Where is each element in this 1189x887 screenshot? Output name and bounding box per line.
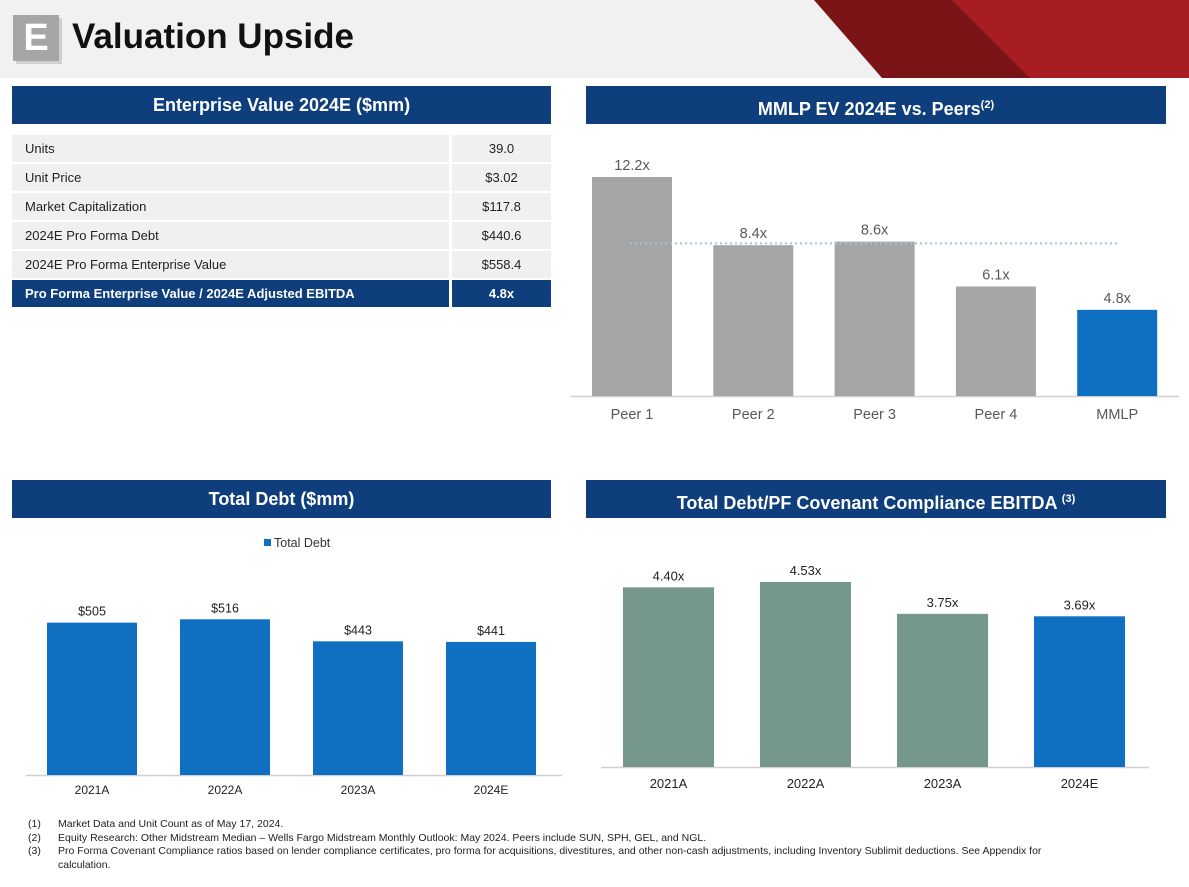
leverage-title-footnote: (3) [1061, 493, 1076, 505]
x-tick-label: 2022A [208, 783, 243, 797]
footnotes: (1) Market Data and Unit Count as of May … [28, 818, 1058, 872]
x-tick-label: 2024E [1061, 776, 1099, 791]
bar [955, 286, 1036, 396]
debt-chart-title: Total Debt ($mm) [208, 489, 355, 509]
bar [1077, 309, 1158, 396]
header-decoration [814, 0, 1189, 78]
footnote-number: (3) [28, 845, 41, 857]
footnote-number: (1) [28, 818, 41, 830]
row-label: Units [12, 135, 451, 164]
bar [713, 245, 794, 396]
bar [47, 622, 137, 775]
x-tick-label: 2021A [650, 776, 688, 791]
row-value: $117.8 [449, 191, 551, 222]
bar [623, 587, 714, 767]
table-row: 2024E Pro Forma Debt $440.6 [12, 221, 551, 251]
ev-table: Units 39.0 Unit Price $3.02 Market Capital… [12, 135, 551, 309]
bar [760, 582, 851, 767]
x-tick-label: Peer 1 [611, 407, 654, 423]
row-label: Unit Price [12, 163, 451, 193]
row-label: 2024E Pro Forma Enterprise Value [12, 249, 451, 280]
page-title: Valuation Upside [72, 17, 354, 56]
footnote-text: Pro Forma Covenant Compliance ratios bas… [58, 845, 1042, 871]
bar [180, 619, 270, 775]
debt-chart-header: Total Debt ($mm) [12, 480, 551, 518]
data-label: $505 [78, 605, 106, 619]
peers-chart-header: MMLP EV 2024E vs. Peers(2) [586, 86, 1166, 124]
row-label: 2024E Pro Forma Debt [12, 221, 451, 251]
legend-label: Total Debt [274, 536, 331, 550]
x-tick-label: 2021A [75, 783, 110, 797]
data-label: 3.75x [927, 595, 959, 610]
row-label: Pro Forma Enterprise Value / 2024E Adjus… [12, 279, 451, 309]
leverage-chart-header: Total Debt/PF Covenant Compliance EBITDA… [586, 480, 1166, 518]
peers-title-footnote: (2) [980, 99, 995, 111]
table-row: Market Capitalization $117.8 [12, 191, 551, 222]
x-tick-label: Peer 2 [732, 407, 775, 423]
peers-chart-title: MMLP EV 2024E vs. Peers [757, 99, 981, 119]
bar [897, 613, 988, 767]
table-row: Unit Price $3.02 [12, 163, 551, 193]
row-value: $3.02 [449, 163, 551, 193]
bar [834, 241, 915, 396]
row-value: $440.6 [449, 221, 551, 251]
legend-swatch [264, 539, 271, 546]
row-value: 4.8x [449, 279, 551, 309]
table-row: 2024E Pro Forma Enterprise Value $558.4 [12, 249, 551, 280]
data-label: 4.8x [1103, 291, 1131, 307]
ev-table-title: Enterprise Value 2024E ($mm) [152, 95, 411, 115]
bar [1034, 616, 1125, 767]
data-label: $516 [211, 601, 239, 615]
footnote-text: Equity Research: Other Midstream Median … [58, 831, 707, 844]
footnote: (1) Market Data and Unit Count as of May … [28, 818, 1058, 832]
data-label: 8.6x [861, 223, 889, 239]
data-label: 8.4x [740, 226, 768, 242]
x-tick-label: 2022A [787, 776, 825, 791]
data-label: 4.53x [790, 563, 822, 578]
footnote-text: Market Data and Unit Count as of May 17,… [58, 818, 284, 830]
bar [446, 641, 536, 775]
data-label: 6.1x [982, 268, 1010, 284]
footnote-number: (2) [28, 831, 41, 844]
footnote: (3) Pro Forma Covenant Compliance ratios … [28, 845, 1058, 872]
x-tick-label: 2024E [474, 783, 509, 797]
leverage-chart-title: Total Debt/PF Covenant Compliance EBITDA [676, 493, 1057, 513]
footnote: (2) Equity Research: Other Midstream Medi… [28, 832, 1058, 846]
ev-table-header: Enterprise Value 2024E ($mm) [12, 86, 551, 124]
row-value: 39.0 [449, 135, 551, 164]
bar [313, 641, 403, 775]
row-value: $558.4 [449, 249, 551, 280]
data-label: $443 [344, 623, 372, 637]
data-label: $441 [477, 624, 505, 638]
table-row-highlight: Pro Forma Enterprise Value / 2024E Adjus… [12, 279, 551, 309]
row-label: Market Capitalization [12, 191, 451, 222]
x-tick-label: MMLP [1096, 407, 1138, 423]
table-row: Units 39.0 [12, 135, 551, 164]
data-label: 12.2x [614, 158, 650, 174]
x-tick-label: 2023A [341, 783, 376, 797]
bar [592, 177, 672, 396]
data-label: 3.69x [1064, 597, 1096, 612]
section-badge: E [13, 15, 59, 61]
x-tick-label: 2023A [924, 776, 962, 791]
x-tick-label: Peer 4 [975, 407, 1018, 423]
data-label: 4.40x [653, 568, 685, 583]
x-tick-label: Peer 3 [853, 407, 896, 423]
